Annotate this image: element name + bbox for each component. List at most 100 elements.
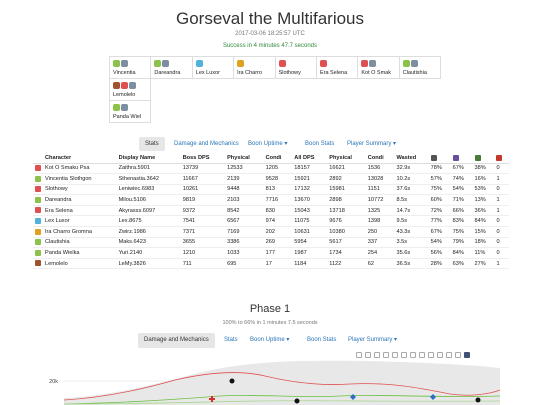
tab-damage-mechanics[interactable]: Damage and Mechanics <box>174 141 239 147</box>
tab-stats[interactable]: Stats <box>139 137 165 151</box>
table-cell: Sthenastia.3642 <box>116 173 181 185</box>
phase-tab-player-summary[interactable]: Player Summary ▾ <box>348 337 398 343</box>
table-cell: 27% <box>472 258 495 270</box>
profession-icon <box>35 186 41 193</box>
column-header-icon[interactable] <box>428 154 451 164</box>
table-cell: 1 <box>494 173 509 185</box>
column-header[interactable]: Display Name <box>116 154 181 164</box>
phase-tab-boon-stats[interactable]: Boon Stats <box>307 337 337 343</box>
profession-icon <box>35 165 41 172</box>
tab-boon-uptime[interactable]: Boon Uptime ▾ <box>248 141 288 147</box>
boon-icon <box>474 155 481 161</box>
player-name: Slothowy <box>278 70 301 76</box>
column-header[interactable]: Physical <box>225 154 264 164</box>
phase-tab-boon-uptime[interactable]: Boon Uptime ▾ <box>250 337 290 343</box>
zoom-icon[interactable] <box>365 352 371 358</box>
profession-icon <box>35 196 41 203</box>
column-header[interactable]: Physical <box>327 154 366 164</box>
table-cell: 5617 <box>327 237 366 249</box>
table-row[interactable]: Slothowy Leniwiec.6983 10261 9448 813 17132 15… <box>33 184 509 196</box>
table-row[interactable]: Kot O Smaku Psa Zaithra.5901 13739 12533 120… <box>33 163 509 175</box>
player-cell[interactable]: Clautishia <box>398 56 442 79</box>
player-grid: Vincentia Dareandra Lex Luxor Ira Charro Slo… <box>109 56 449 123</box>
table-row[interactable]: Ira Charro Gromna Zwirz.1986 7371 7169 202 10… <box>33 226 509 238</box>
mechanic-marker[interactable] <box>294 398 300 404</box>
column-header-icon[interactable] <box>494 154 509 164</box>
table-cell: 830 <box>263 205 293 217</box>
mechanic-marker[interactable] <box>475 397 481 403</box>
autoscale-icon[interactable] <box>419 352 425 358</box>
profession-icon <box>154 60 162 67</box>
player-name: Era Selena <box>319 70 348 76</box>
player-cell[interactable]: Slothowy <box>274 56 317 79</box>
player-cell[interactable]: Kot O Smak <box>357 56 400 79</box>
phase-tab-damage-mechanics[interactable]: Damage and Mechanics <box>138 333 215 348</box>
spike-lines-icon[interactable] <box>437 352 443 358</box>
box-select-icon[interactable] <box>383 352 389 358</box>
zoom-out-icon[interactable] <box>410 352 416 358</box>
table-row[interactable]: Lemolelo LeMy.3826 711 695 17 1184 1122 62 36.5s… <box>33 258 509 270</box>
column-header[interactable] <box>33 154 43 164</box>
table-row[interactable]: Panda Wielka Yuri.2140 1210 1033 177 1987 1734… <box>33 247 509 259</box>
table-cell: 813 <box>263 184 293 196</box>
profession-icon <box>410 60 418 67</box>
table-row[interactable]: Dareandra Milou.5106 9819 2103 7716 13670 2898… <box>33 194 509 206</box>
column-header[interactable]: Condi <box>263 154 293 164</box>
plus-icon[interactable] <box>374 352 380 358</box>
table-row[interactable]: Clautishia Maks.6423 3655 3386 269 5954 5617 33… <box>33 237 509 249</box>
player-name: Ira Charro <box>237 70 262 76</box>
profession-icon <box>35 218 41 225</box>
hover-compare-icon[interactable] <box>455 352 461 358</box>
mechanic-marker[interactable] <box>350 394 356 400</box>
column-header[interactable]: Boss DPS <box>180 154 226 164</box>
table-cell: 8542 <box>225 205 264 217</box>
table-cell: 5954 <box>292 237 328 249</box>
home-icon[interactable] <box>428 352 434 358</box>
plotly-logo-icon[interactable] <box>464 352 470 358</box>
profession-icon <box>113 82 120 89</box>
profession-icon <box>35 175 41 182</box>
table-row[interactable]: Vincentia Slothgon Sthenastia.3642 11667 21… <box>33 173 509 185</box>
mechanic-marker[interactable] <box>430 394 436 400</box>
tab-player-summary[interactable]: Player Summary ▾ <box>347 141 397 147</box>
column-header-icon[interactable] <box>450 154 473 164</box>
table-cell: Leniwiec.6983 <box>116 184 181 196</box>
player-grid-row: Lemolelo <box>109 78 449 101</box>
player-cell[interactable]: Dareandra <box>150 56 193 79</box>
table-cell: 2892 <box>327 173 366 185</box>
player-cell[interactable]: Lex Luxor <box>191 56 235 79</box>
profession-icon <box>113 60 120 67</box>
table-row[interactable]: Era Selena Akyrasss.6097 9372 8542 830 15043 1… <box>33 205 509 217</box>
column-header[interactable]: Condi <box>365 154 395 164</box>
player-cell[interactable]: Panda Wiel <box>109 100 152 123</box>
profession-icon <box>162 60 170 67</box>
player-cell[interactable]: Ira Charro <box>233 56 276 79</box>
table-cell: 974 <box>263 215 293 228</box>
table-cell: 7541 <box>180 215 226 228</box>
column-header[interactable]: All DPS <box>292 154 328 164</box>
phase-tab-stats[interactable]: Stats <box>224 337 238 343</box>
zoom-in-icon[interactable] <box>401 352 407 358</box>
player-cell[interactable]: Vincentia <box>109 56 152 79</box>
hover-closest-icon[interactable] <box>446 352 452 358</box>
table-cell: 10380 <box>327 226 366 238</box>
lasso-icon[interactable] <box>392 352 398 358</box>
table-cell: 1536 <box>365 163 395 175</box>
table-row[interactable]: Lex Luxor Lex.8675 7541 6567 974 11075 9676 139… <box>33 215 509 228</box>
table-cell: 6567 <box>225 215 264 228</box>
player-cell[interactable]: Lemolelo <box>109 78 152 101</box>
column-header[interactable]: Character <box>43 154 117 164</box>
column-header-icon[interactable] <box>472 154 495 164</box>
phase-tabs: Damage and Mechanics Stats Boon Uptime ▾… <box>0 333 540 348</box>
table-cell: 0 <box>494 184 509 196</box>
table-cell: 18157 <box>292 163 328 175</box>
camera-icon[interactable] <box>356 352 362 358</box>
table-cell: 1033 <box>225 247 264 259</box>
table-cell: 7716 <box>263 194 293 206</box>
mechanic-marker[interactable] <box>229 378 235 384</box>
player-cell[interactable]: Era Selena <box>315 56 359 79</box>
dps-graph[interactable]: 20k <box>0 360 540 405</box>
tab-boon-stats[interactable]: Boon Stats <box>305 141 335 147</box>
mechanic-marker[interactable] <box>209 396 215 402</box>
column-header[interactable]: Wasted <box>394 154 429 164</box>
